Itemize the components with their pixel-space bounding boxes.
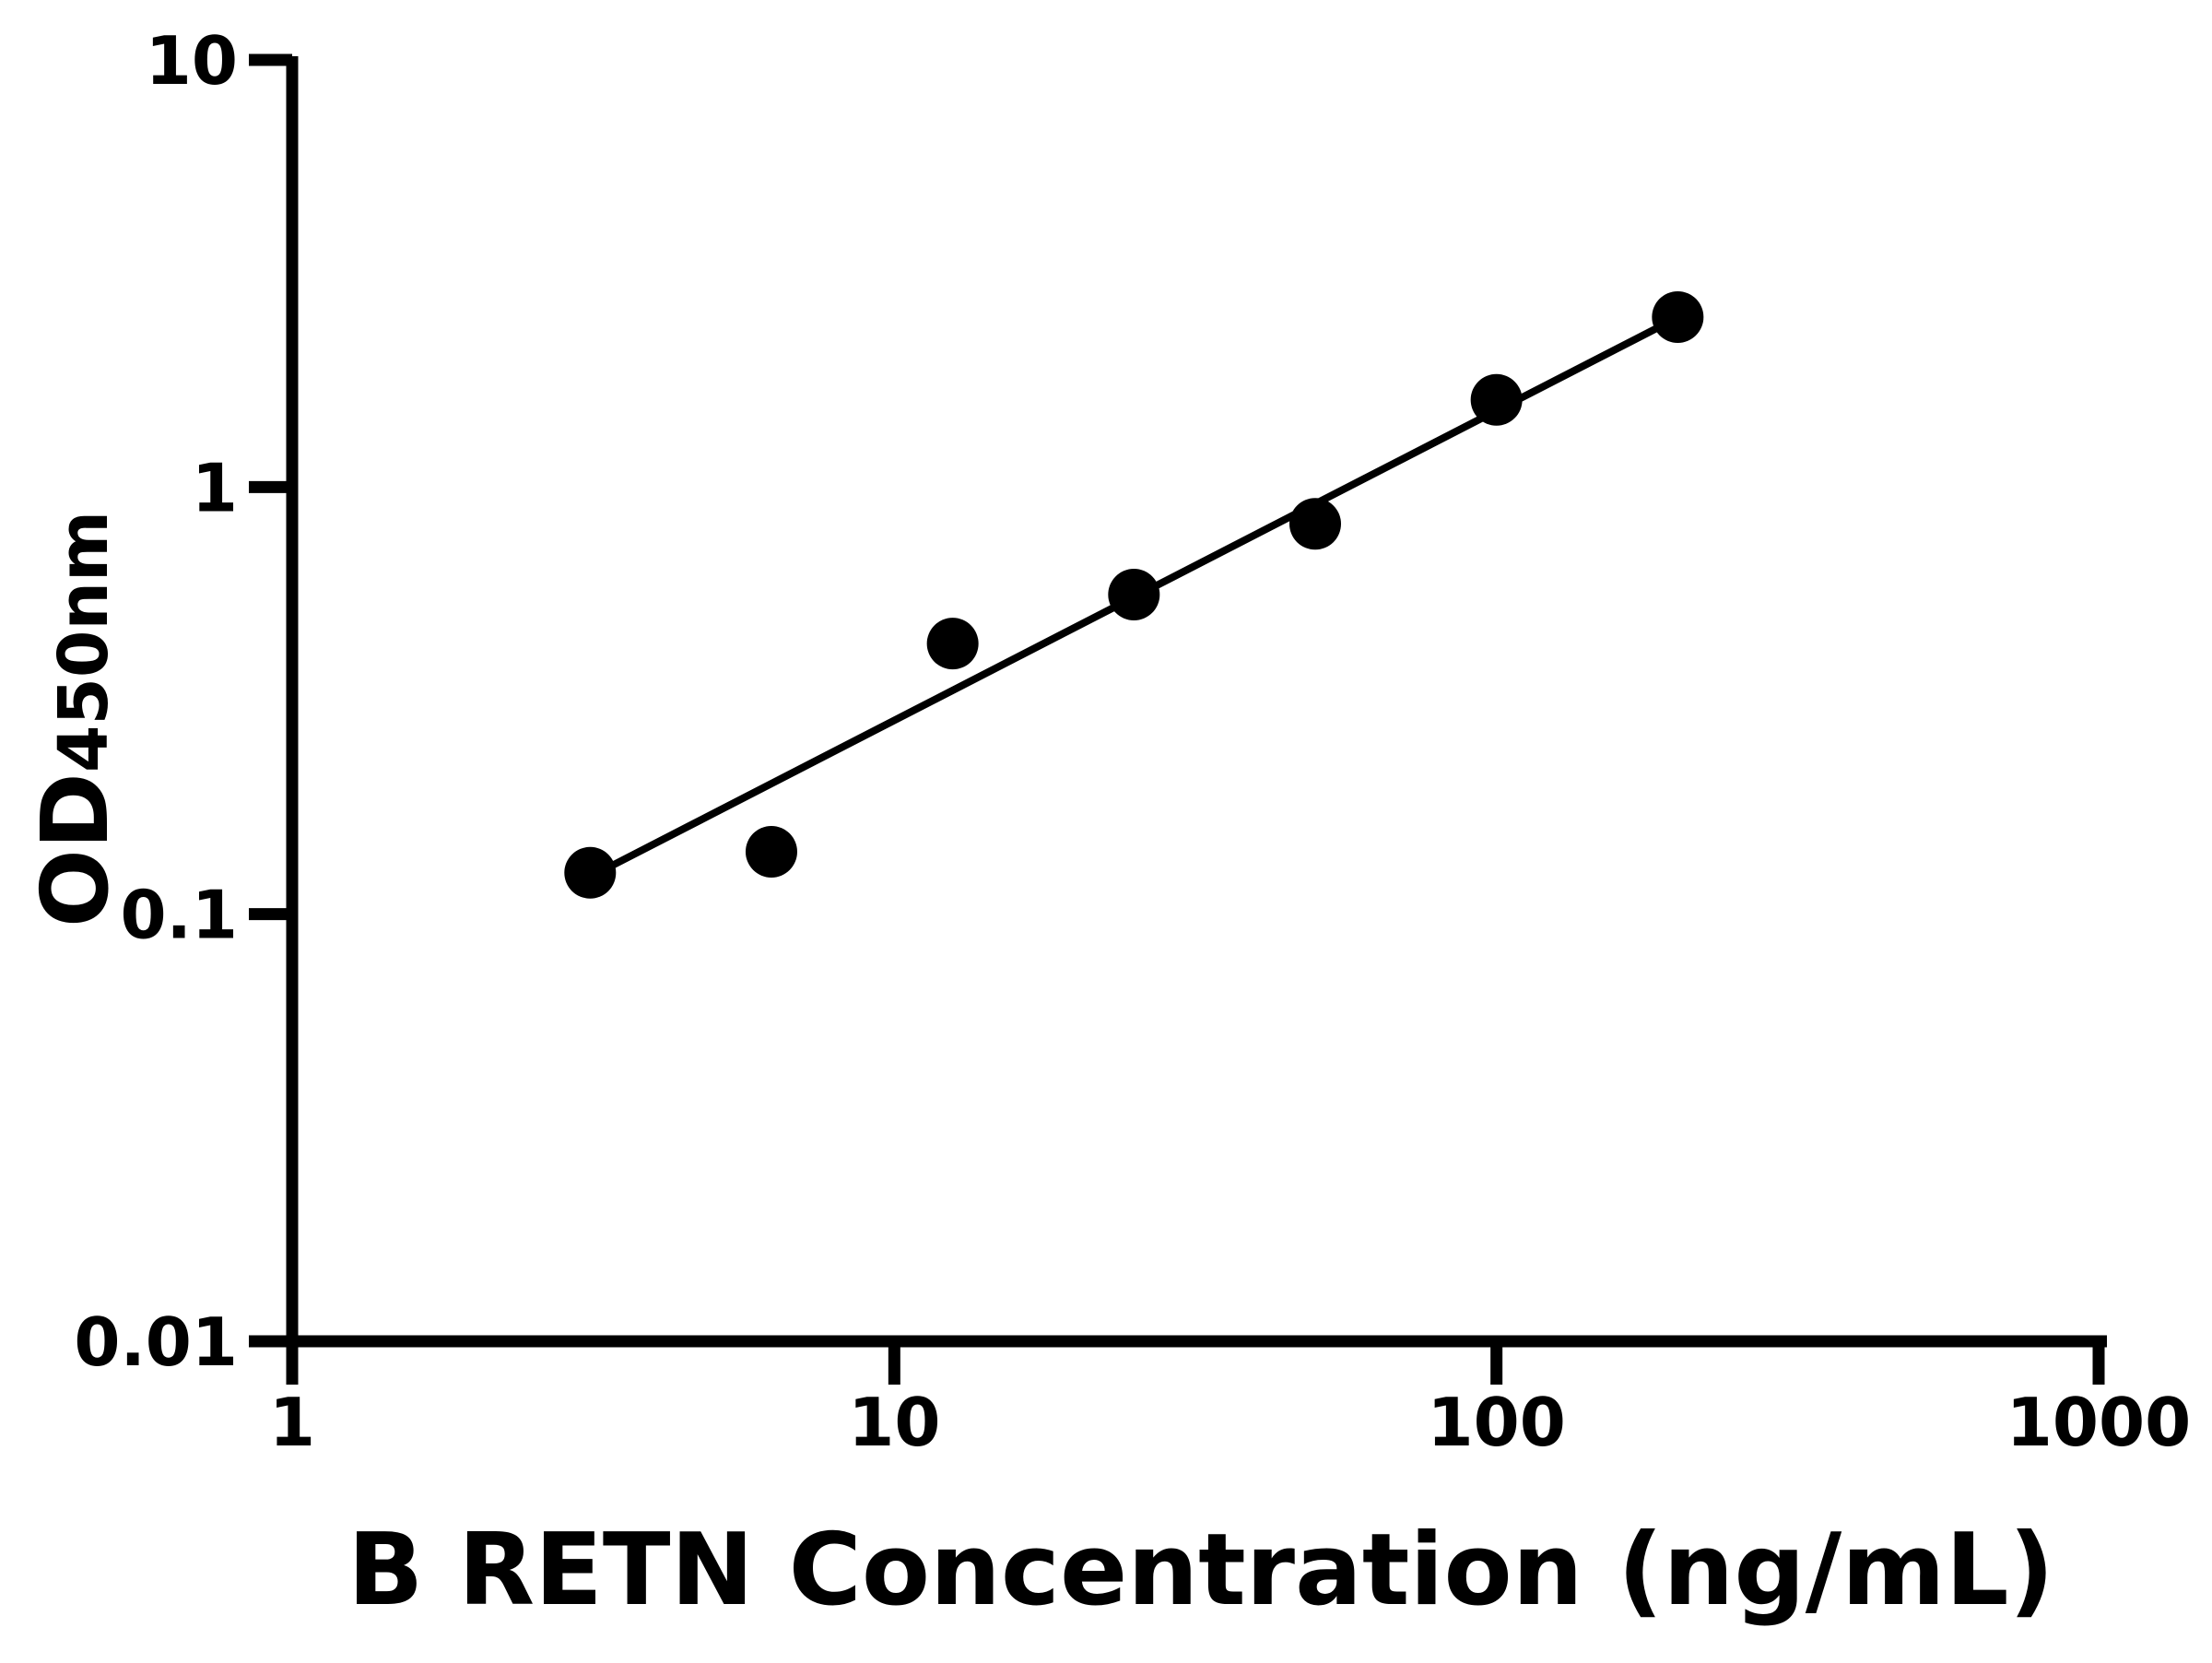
x-tick-label: 1000 (2006, 1384, 2191, 1461)
y-tick-label: 0.01 (74, 1303, 238, 1381)
x-axis-title: B RETN Concentration (ng/mL) (347, 1513, 2054, 1628)
y-tick-label: 0.1 (120, 877, 238, 954)
data-point (564, 846, 617, 899)
x-tick-label: 1 (269, 1384, 315, 1461)
data-point (926, 618, 979, 670)
y-tick-label: 1 (192, 449, 238, 526)
y-axis-title-subscript: 450nm (44, 511, 124, 773)
x-tick-label: 100 (1428, 1384, 1566, 1461)
x-tick-label: 10 (848, 1384, 940, 1461)
y-axis-title-main: OD (21, 773, 129, 927)
data-point (1288, 498, 1341, 550)
data-point (1108, 569, 1160, 621)
plot-area: 10 1 0.1 0.01 1 10 100 1000 (74, 22, 2191, 1461)
data-point (745, 825, 797, 878)
y-axis-title: OD450nm (21, 511, 129, 927)
data-point (1470, 373, 1523, 426)
data-point (1652, 290, 1704, 343)
y-tick-label: 10 (146, 22, 238, 100)
